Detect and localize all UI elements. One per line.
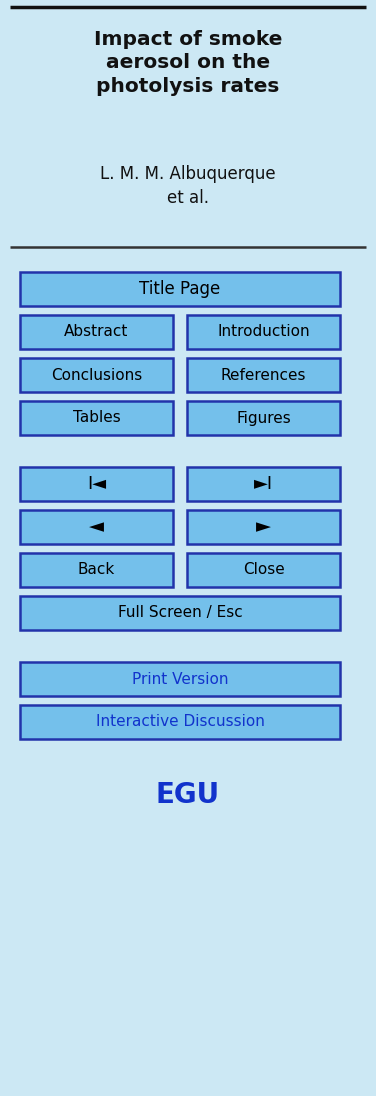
Text: I◄: I◄ [87, 475, 106, 493]
FancyBboxPatch shape [187, 401, 340, 435]
Text: Conclusions: Conclusions [51, 367, 142, 383]
Text: ◄: ◄ [89, 517, 104, 537]
FancyBboxPatch shape [20, 272, 340, 306]
Text: Introduction: Introduction [217, 324, 310, 340]
Text: Print Version: Print Version [132, 672, 228, 686]
FancyBboxPatch shape [187, 358, 340, 392]
Text: Impact of smoke
aerosol on the
photolysis rates: Impact of smoke aerosol on the photolysi… [94, 30, 282, 96]
Text: Close: Close [243, 562, 284, 578]
FancyBboxPatch shape [20, 596, 340, 630]
FancyBboxPatch shape [187, 553, 340, 587]
Text: Back: Back [78, 562, 115, 578]
FancyBboxPatch shape [20, 705, 340, 739]
FancyBboxPatch shape [20, 510, 173, 544]
Text: Full Screen / Esc: Full Screen / Esc [118, 605, 243, 620]
FancyBboxPatch shape [20, 358, 173, 392]
Text: Abstract: Abstract [64, 324, 129, 340]
FancyBboxPatch shape [187, 467, 340, 501]
Text: References: References [221, 367, 306, 383]
FancyBboxPatch shape [187, 315, 340, 349]
Text: EGU: EGU [156, 781, 220, 809]
Text: Title Page: Title Page [139, 279, 221, 298]
FancyBboxPatch shape [20, 662, 340, 696]
Text: Figures: Figures [236, 411, 291, 425]
FancyBboxPatch shape [20, 401, 173, 435]
FancyBboxPatch shape [187, 510, 340, 544]
FancyBboxPatch shape [20, 315, 173, 349]
FancyBboxPatch shape [20, 467, 173, 501]
Text: Interactive Discussion: Interactive Discussion [96, 715, 264, 730]
Text: L. M. M. Albuquerque
et al.: L. M. M. Albuquerque et al. [100, 165, 276, 207]
FancyBboxPatch shape [20, 553, 173, 587]
Text: ►I: ►I [254, 475, 273, 493]
Text: ►: ► [256, 517, 271, 537]
Text: Tables: Tables [73, 411, 120, 425]
